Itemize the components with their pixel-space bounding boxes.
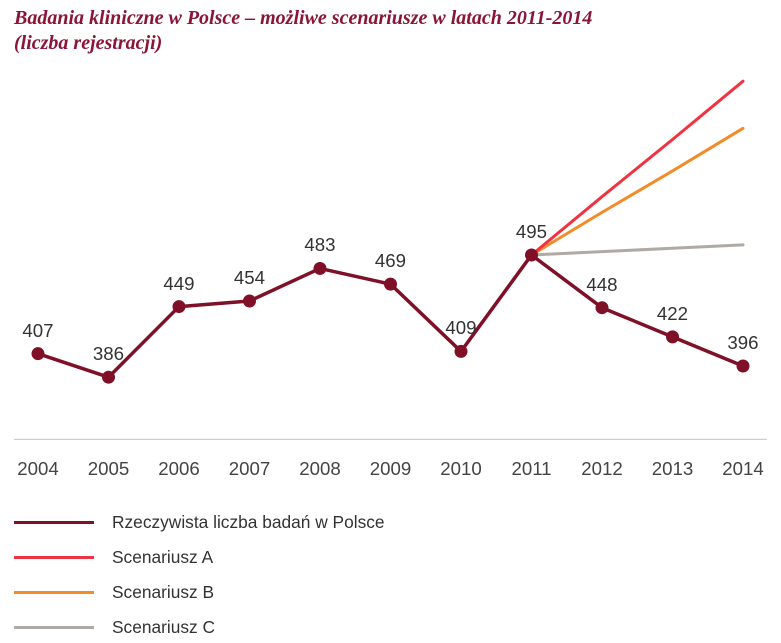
series-marker-actual xyxy=(596,301,609,314)
series-line-actual xyxy=(38,255,743,377)
point-label: 409 xyxy=(445,317,476,339)
point-label: 469 xyxy=(375,250,406,272)
legend-swatch xyxy=(14,626,94,629)
x-tick-label: 2013 xyxy=(652,458,694,480)
series-marker-actual xyxy=(32,347,45,360)
legend-label: Rzeczywista liczba badań w Polsce xyxy=(112,512,385,533)
x-tick-label: 2009 xyxy=(370,458,412,480)
point-label: 422 xyxy=(657,303,688,325)
legend-swatch xyxy=(14,591,94,594)
series-marker-actual xyxy=(666,330,679,343)
legend-item: Rzeczywista liczba badań w Polsce xyxy=(14,512,385,533)
chart-title-line2: (liczba rejestracji) xyxy=(14,32,162,54)
legend-item: Scenariusz C xyxy=(14,617,385,638)
point-label: 386 xyxy=(93,343,124,365)
x-tick-label: 2011 xyxy=(511,458,551,480)
legend-item: Scenariusz A xyxy=(14,547,385,568)
legend-label: Scenariusz B xyxy=(112,582,214,603)
x-tick-label: 2006 xyxy=(158,458,200,480)
point-label: 448 xyxy=(586,274,617,296)
series-marker-actual xyxy=(243,294,256,307)
series-marker-actual xyxy=(525,249,538,262)
series-marker-actual xyxy=(102,371,115,384)
series-line-scenA xyxy=(532,81,744,255)
legend-swatch xyxy=(14,521,94,524)
x-tick-label: 2008 xyxy=(299,458,341,480)
chart-container: Badania kliniczne w Polsce – możliwe sce… xyxy=(0,0,781,643)
series-marker-actual xyxy=(455,345,468,358)
x-tick-label: 2010 xyxy=(440,458,482,480)
x-tick-label: 2014 xyxy=(722,458,764,480)
legend-item: Scenariusz B xyxy=(14,582,385,603)
chart-title-line1: Badania kliniczne w Polsce – możliwe sce… xyxy=(14,7,592,29)
series-marker-actual xyxy=(173,300,186,313)
point-label: 449 xyxy=(163,273,194,295)
x-tick-label: 2012 xyxy=(581,458,623,480)
series-line-scenC xyxy=(532,245,744,255)
point-label: 396 xyxy=(727,332,758,354)
series-marker-actual xyxy=(314,262,327,275)
x-tick-label: 2004 xyxy=(17,458,59,480)
point-label: 454 xyxy=(234,267,265,289)
legend-label: Scenariusz A xyxy=(112,547,213,568)
point-label: 495 xyxy=(516,221,547,243)
point-label: 483 xyxy=(304,234,335,256)
legend-label: Scenariusz C xyxy=(112,617,215,638)
legend: Rzeczywista liczba badań w Polsce Scenari… xyxy=(14,512,385,638)
x-tick-label: 2007 xyxy=(229,458,271,480)
series-marker-actual xyxy=(384,278,397,291)
chart-title: Badania kliniczne w Polsce – możliwe sce… xyxy=(14,6,767,56)
series-line-scenB xyxy=(532,128,744,255)
legend-swatch xyxy=(14,556,94,559)
x-axis-labels: 2004 2005 2006 2007 2008 2009 2010 2011 2012 2013… xyxy=(14,458,767,482)
series-marker-actual xyxy=(737,360,750,373)
x-tick-label: 2005 xyxy=(88,458,130,480)
point-label: 407 xyxy=(22,320,53,342)
